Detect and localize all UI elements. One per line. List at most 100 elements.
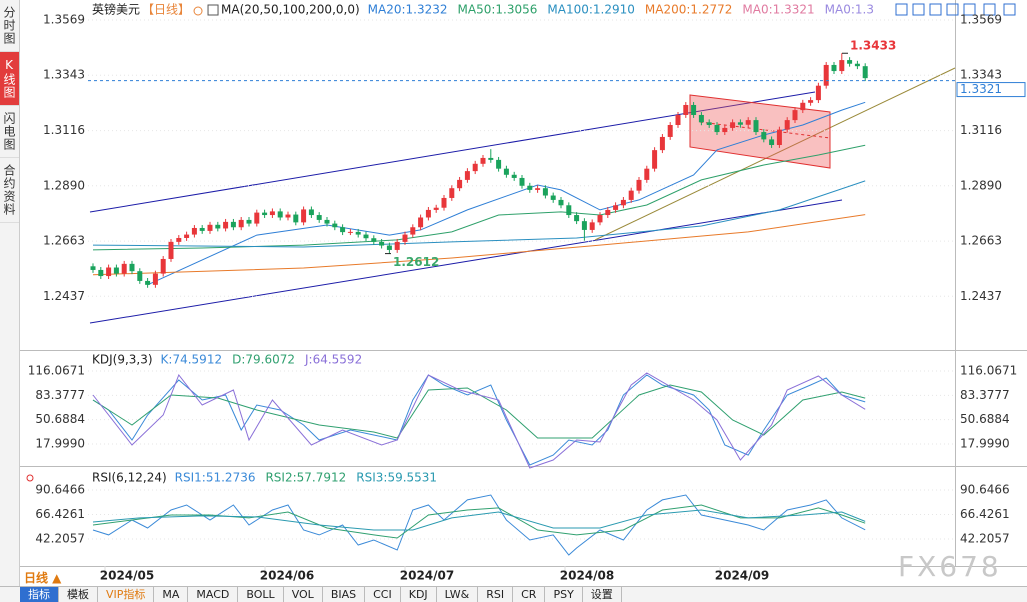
candle-body (394, 241, 400, 250)
legend-label: RSI2:57.7912 (265, 471, 346, 485)
candle-body (737, 122, 743, 125)
candle-body (808, 100, 814, 103)
candle-body (761, 132, 767, 140)
y-tick-label: 1.3116 (960, 123, 1002, 137)
toolbar-button[interactable]: CR (513, 587, 546, 602)
button[interactable] (895, 3, 908, 16)
y-tick-label: 90.6466 (960, 482, 1010, 496)
annotation: 1.2612 (393, 255, 439, 269)
series-line (92, 494, 866, 556)
candle-body (316, 215, 322, 220)
trend-line (594, 67, 956, 241)
candle-body (418, 217, 424, 228)
candle-body (511, 174, 517, 178)
sidebar-tab[interactable]: 合约资料 (0, 158, 19, 223)
toolbar-button[interactable]: MACD (188, 587, 239, 602)
x-tick-label: 2024/07 (400, 569, 454, 583)
button[interactable] (929, 3, 942, 16)
toolbar-button[interactable]: BIAS (323, 587, 366, 602)
candle-body (254, 212, 260, 224)
sidebar-tab[interactable]: 闪电图 (0, 106, 19, 158)
candle-body (628, 190, 634, 200)
x-tick-label: 2024/06 (260, 569, 314, 583)
legend-label: MA0:1.3 (825, 3, 874, 17)
toolbar-button[interactable]: KDJ (401, 587, 437, 602)
candle-body (168, 241, 174, 259)
y-tick-label: 1.2663 (43, 234, 85, 248)
y-tick-label: 66.4261 (960, 507, 1010, 521)
y-tick-label: 17.9990 (35, 437, 85, 451)
button[interactable] (1003, 3, 1016, 16)
toolbar-button[interactable]: 模板 (59, 587, 98, 602)
candle-body (597, 215, 603, 223)
y-tick-label: 1.3569 (960, 13, 1002, 27)
legend-label: J:64.5592 (304, 353, 362, 367)
candle-body (566, 205, 572, 216)
x-tick-label: 2024/05 (100, 569, 154, 583)
toolbar-button[interactable]: RSI (478, 587, 514, 602)
toolbar-button[interactable]: MA (154, 587, 189, 602)
legend-label: RSI3:59.5531 (356, 471, 437, 485)
chart: 1.3569 1.3569 1.3343 1.3343 1.3116 1.3116 1.28… (20, 0, 1027, 583)
candle-body (402, 234, 408, 242)
button[interactable] (946, 3, 959, 16)
toolbar-button[interactable]: 指标 (20, 587, 59, 602)
candle-body (152, 273, 158, 285)
toolbar-button[interactable]: VOL (284, 587, 323, 602)
candle-body (363, 234, 369, 239)
icon (207, 4, 219, 16)
candle-body (449, 188, 455, 198)
candle-body (106, 267, 112, 277)
y-tick-label: 66.4261 (35, 507, 85, 521)
candle-body (815, 85, 821, 101)
toolbar-button[interactable]: PSY (545, 587, 583, 602)
candle-body (480, 157, 486, 164)
candle-body (277, 211, 283, 218)
y-tick-label: 1.3116 (43, 123, 85, 137)
sidebar-tab[interactable]: K线图 (0, 52, 19, 106)
toolbar-button[interactable]: CCI (365, 587, 401, 602)
button[interactable] (983, 3, 996, 16)
add-icon (193, 6, 203, 16)
candle-body (847, 60, 853, 64)
candle-body (800, 102, 806, 111)
y-tick-label: 50.6884 (35, 412, 85, 426)
y-tick-label: 1.2890 (43, 178, 85, 192)
toolbar-button[interactable]: VIP指标 (98, 587, 155, 602)
candle-body (542, 188, 548, 196)
rsi-icon (26, 474, 34, 482)
y-tick-label: 1.2437 (960, 289, 1002, 303)
flag-mid (699, 121, 831, 139)
candle-body (262, 212, 268, 216)
candle-body (184, 234, 190, 238)
series-line (92, 144, 866, 251)
y-tick-label: 42.2057 (960, 531, 1010, 545)
candle-body (714, 124, 720, 133)
candle-body (823, 64, 829, 86)
button[interactable] (963, 3, 976, 16)
series-line (92, 372, 866, 469)
candle-body (121, 263, 127, 274)
candle-body (683, 104, 689, 115)
y-tick-label: 83.3777 (960, 388, 1010, 402)
candle-body (574, 215, 580, 222)
y-tick-label: 116.0671 (960, 363, 1017, 377)
candle-body (425, 209, 431, 218)
series-line (92, 214, 866, 276)
window-buttons[interactable] (895, 3, 1016, 16)
period-button[interactable]: 日线 ▲ (24, 571, 62, 585)
candle-body (238, 219, 244, 228)
button[interactable] (912, 3, 925, 16)
candle-body (652, 150, 658, 169)
toolbar-button[interactable]: BOLL (238, 587, 284, 602)
toolbar-button[interactable]: 设置 (583, 587, 622, 602)
y-tick-label: 17.9990 (960, 437, 1010, 451)
candle-body (113, 267, 119, 274)
candle-body (285, 214, 291, 218)
candle-body (332, 223, 338, 228)
toolbar-button[interactable]: LW& (437, 587, 479, 602)
legend-label: MA(20,50,100,200,0,0) (221, 3, 360, 17)
sidebar-tab[interactable]: 分时图 (0, 0, 19, 52)
candle-body (160, 258, 166, 274)
